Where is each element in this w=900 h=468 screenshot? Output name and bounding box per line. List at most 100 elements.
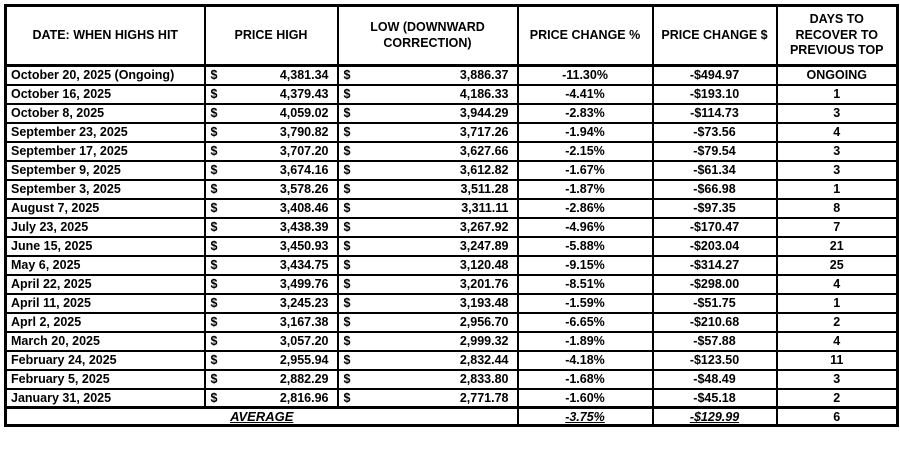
- currency-symbol: $: [343, 372, 351, 386]
- low-cell: $2,833.80: [336, 368, 519, 390]
- date-cell: May 6, 2025: [4, 254, 206, 276]
- price-change-usd-cell: -$45.18: [651, 387, 778, 409]
- amount: 3,193.48: [459, 296, 509, 310]
- currency-symbol: $: [343, 182, 351, 196]
- amount: 3,434.75: [279, 258, 329, 272]
- amount: 3,612.82: [459, 163, 509, 177]
- currency-symbol: $: [343, 163, 351, 177]
- price-change-pct-cell: -1.68%: [516, 368, 654, 390]
- date-cell: February 24, 2025: [4, 349, 206, 371]
- date-cell: April 11, 2025: [4, 292, 206, 314]
- price-change-pct-cell: -4.41%: [516, 83, 654, 105]
- price-change-usd-cell: -$123.50: [651, 349, 778, 371]
- amount: 2,832.44: [459, 353, 509, 367]
- days-to-recover-cell: 2: [775, 387, 899, 409]
- low-cell: $2,832.44: [336, 349, 519, 371]
- amount: 2,956.70: [459, 315, 509, 329]
- currency-symbol: $: [343, 68, 351, 83]
- price-change-usd-cell: -$314.27: [651, 254, 778, 276]
- days-to-recover-cell: 4: [775, 330, 899, 352]
- price-high-cell: $4,379.43: [203, 83, 339, 105]
- low-cell: $3,886.37: [336, 64, 519, 86]
- price-high-cell: $4,059.02: [203, 102, 339, 124]
- table-row: October 20, 2025 (Ongoing) $4,381.34 $3,88…: [4, 64, 899, 86]
- amount: 3,674.16: [279, 163, 329, 177]
- amount: 3,511.28: [460, 182, 509, 196]
- amount: 2,999.32: [459, 334, 509, 348]
- price-high-cell: $3,499.76: [203, 273, 339, 295]
- amount: 3,944.29: [459, 106, 509, 120]
- currency-symbol: $: [210, 182, 218, 196]
- currency-symbol: $: [343, 220, 351, 234]
- days-to-recover-cell: 4: [775, 273, 899, 295]
- price-change-pct-cell: -1.87%: [516, 178, 654, 200]
- date-cell: September 17, 2025: [4, 140, 206, 162]
- currency-symbol: $: [343, 239, 351, 253]
- low-cell: $3,247.89: [336, 235, 519, 257]
- currency-symbol: $: [343, 353, 351, 367]
- low-cell: $3,267.92: [336, 216, 519, 238]
- table-row: Aprl 2, 2025 $3,167.38 $2,956.70 -6.65% -$21…: [4, 311, 899, 333]
- low-cell: $2,999.32: [336, 330, 519, 352]
- table-row: August 7, 2025 $3,408.46 $3,311.11 -2.86% -$…: [4, 197, 899, 219]
- currency-symbol: $: [210, 315, 218, 329]
- price-change-usd-cell: -$51.75: [651, 292, 778, 314]
- date-cell: January 31, 2025: [4, 387, 206, 409]
- average-row: AVERAGE -3.75% -$129.99 6: [4, 406, 899, 427]
- price-change-pct-cell: -2.15%: [516, 140, 654, 162]
- price-high-cell: $3,245.23: [203, 292, 339, 314]
- price-high-cell: $3,438.39: [203, 216, 339, 238]
- price-high-cell: $3,707.20: [203, 140, 339, 162]
- low-cell: $3,717.26: [336, 121, 519, 143]
- currency-symbol: $: [210, 372, 218, 386]
- amount: 3,167.38: [279, 315, 329, 329]
- price-change-pct-cell: -9.15%: [516, 254, 654, 276]
- price-change-usd-cell: -$203.04: [651, 235, 778, 257]
- price-change-pct-cell: -2.86%: [516, 197, 654, 219]
- amount: 3,886.37: [459, 68, 509, 83]
- days-to-recover-cell: 3: [775, 368, 899, 390]
- col-header-price-change-usd: PRICE CHANGE $: [651, 4, 778, 67]
- low-cell: $4,186.33: [336, 83, 519, 105]
- price-change-pct-cell: -11.30%: [516, 64, 654, 86]
- table-row: February 5, 2025 $2,882.29 $2,833.80 -1.68%…: [4, 368, 899, 390]
- currency-symbol: $: [210, 106, 218, 120]
- table-body: October 20, 2025 (Ongoing) $4,381.34 $3,88…: [4, 64, 899, 409]
- amount: 3,627.66: [459, 144, 509, 158]
- low-cell: $2,956.70: [336, 311, 519, 333]
- low-cell: $3,193.48: [336, 292, 519, 314]
- price-change-usd-cell: -$57.88: [651, 330, 778, 352]
- days-to-recover-cell: 3: [775, 140, 899, 162]
- price-change-usd-cell: -$48.49: [651, 368, 778, 390]
- low-cell: $2,771.78: [336, 387, 519, 409]
- days-to-recover-cell: 1: [775, 292, 899, 314]
- days-to-recover-cell: 3: [775, 159, 899, 181]
- currency-symbol: $: [343, 296, 351, 310]
- date-cell: Aprl 2, 2025: [4, 311, 206, 333]
- amount: 3,057.20: [279, 334, 329, 348]
- price-high-cell: $3,674.16: [203, 159, 339, 181]
- currency-symbol: $: [343, 277, 351, 291]
- currency-symbol: $: [210, 277, 218, 291]
- table-row: February 24, 2025 $2,955.94 $2,832.44 -4.18…: [4, 349, 899, 371]
- amount: 3,408.46: [279, 201, 329, 215]
- col-header-price-change-pct: PRICE CHANGE %: [516, 4, 654, 67]
- currency-symbol: $: [210, 87, 218, 101]
- table-row: April 11, 2025 $3,245.23 $3,193.48 -1.59% -$…: [4, 292, 899, 314]
- amount: 2,882.29: [279, 372, 329, 386]
- days-to-recover-cell: 1: [775, 83, 899, 105]
- days-to-recover-cell: 25: [775, 254, 899, 276]
- price-change-pct-cell: -2.83%: [516, 102, 654, 124]
- table-row: January 31, 2025 $2,816.96 $2,771.78 -1.60%…: [4, 387, 899, 409]
- currency-symbol: $: [210, 220, 218, 234]
- price-high-cell: $3,578.26: [203, 178, 339, 200]
- currency-symbol: $: [210, 296, 218, 310]
- table-row: September 23, 2025 $3,790.82 $3,717.26 -1.9…: [4, 121, 899, 143]
- price-high-cell: $3,408.46: [203, 197, 339, 219]
- date-cell: April 22, 2025: [4, 273, 206, 295]
- amount: 3,247.89: [459, 239, 509, 253]
- date-cell: September 3, 2025: [4, 178, 206, 200]
- currency-symbol: $: [210, 68, 218, 83]
- price-high-cell: $3,450.93: [203, 235, 339, 257]
- days-to-recover-cell: 1: [775, 178, 899, 200]
